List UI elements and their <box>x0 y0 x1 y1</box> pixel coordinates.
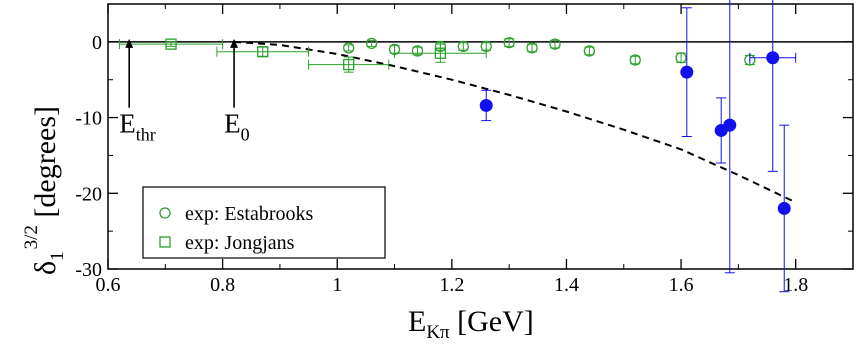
legend-box <box>142 186 386 259</box>
legend: exp: Estabrooks exp: Jongjans <box>142 186 386 259</box>
x-tick-label: 1.8 <box>783 274 808 296</box>
theory-curve-layer <box>234 40 797 204</box>
x-tick-label: 1 <box>332 274 342 296</box>
y-axis-title: δ13/2 [degrees] <box>21 106 68 275</box>
annotation-label: Ethr <box>119 109 156 145</box>
series-layer <box>118 0 797 293</box>
data-point <box>675 52 687 64</box>
data-point <box>549 38 561 50</box>
data-point <box>343 42 355 54</box>
series-open-square <box>118 38 487 73</box>
legend-label-estabrooks: exp: Estabrooks <box>185 203 314 225</box>
data-point <box>723 118 737 132</box>
data-point <box>165 38 177 50</box>
data-point <box>526 42 538 54</box>
x-tick-label: 1.2 <box>439 274 464 296</box>
data-point <box>343 58 355 71</box>
x-tick-label: 0.8 <box>210 274 235 296</box>
y-tick-label: -10 <box>75 108 102 130</box>
data-point <box>680 65 694 79</box>
data-point <box>629 54 641 66</box>
annotation-arrowhead <box>125 38 134 48</box>
series-filled-circle <box>479 0 797 293</box>
axis-ticks: 0.6 0.8 1 1.2 1.4 1.6 1.8 0 -10 -20 -30 <box>75 3 853 296</box>
x-tick-label: 1.6 <box>669 274 694 296</box>
legend-marker-estabrooks <box>159 207 171 219</box>
x-axis-title: EKπ [GeV] <box>408 305 534 343</box>
theory-curve <box>234 40 797 204</box>
data-point <box>411 45 424 57</box>
x-tick-label: 0.6 <box>96 274 121 296</box>
annotation-arrowhead <box>230 38 239 48</box>
plot-area: 0.6 0.8 1 1.2 1.4 1.6 1.8 0 -10 -20 -30 Ethr E0 <box>75 0 854 296</box>
data-point <box>766 51 780 65</box>
y-tick-label: -20 <box>75 183 102 205</box>
data-point <box>457 40 469 53</box>
data-point <box>777 201 791 215</box>
legend-label-jongjans: exp: Jongjans <box>185 232 295 254</box>
data-point <box>503 36 515 49</box>
annotation-label: E0 <box>224 109 250 145</box>
x-tick-label: 1.4 <box>554 274 579 296</box>
data-point <box>434 47 447 59</box>
data-point <box>257 46 269 58</box>
data-point <box>583 45 596 57</box>
y-tick-label: -30 <box>75 259 102 281</box>
legend-marker-jongjans <box>159 236 171 248</box>
annotation-layer: Ethr E0 <box>119 38 250 145</box>
data-point <box>365 37 378 50</box>
plot-frame <box>107 3 854 270</box>
y-tick-label: 0 <box>92 32 102 54</box>
data-point <box>479 98 493 112</box>
